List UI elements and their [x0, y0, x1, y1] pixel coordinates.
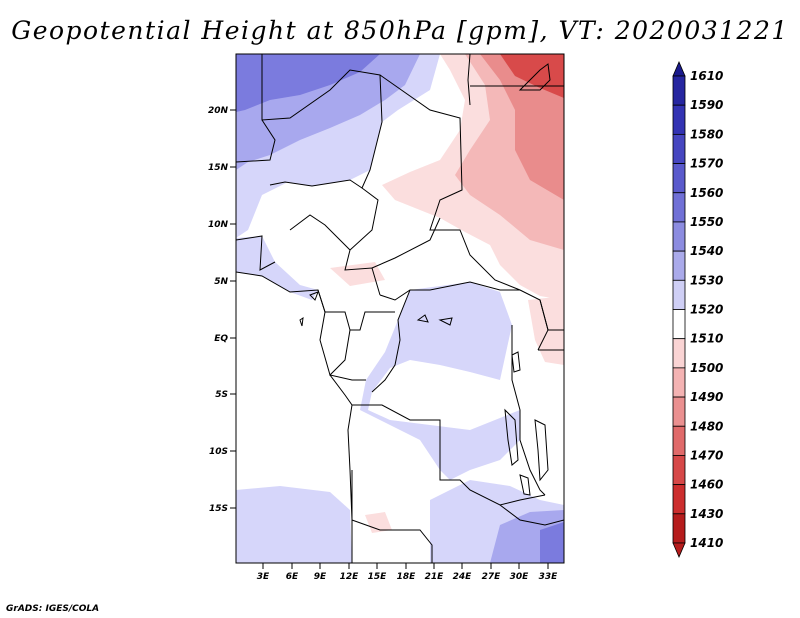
- blue-region-southwest: [236, 486, 352, 563]
- colorbar-label: 1410: [690, 536, 723, 550]
- colorbar-swatch: [672, 250, 686, 281]
- colorbar-label: 1460: [690, 478, 723, 492]
- colorbar-swatch: [672, 367, 686, 398]
- colorbar: 1610 1590 1580 1570 1560 1550 1540 1530 1520 1510…: [672, 60, 723, 559]
- lon-label: 12E: [340, 572, 360, 582]
- lat-label: 5N: [214, 277, 228, 287]
- lon-axis: [262, 563, 549, 569]
- lat-label: 10N: [208, 220, 229, 230]
- colorbar-swatch: [672, 338, 686, 369]
- lon-label: 33E: [539, 572, 559, 582]
- colorbar-label: 1560: [690, 186, 723, 200]
- blue-region-west-coast: [236, 236, 318, 300]
- blue-region-congo: [360, 282, 520, 480]
- colorbar-label: 1500: [690, 361, 723, 375]
- colorbar-swatch: [672, 104, 686, 135]
- colorbar-label: 1430: [690, 507, 723, 521]
- map-title: Geopotential Height at 850hPa [gpm], VT:…: [11, 16, 789, 45]
- blue-region-southeast-strong: [540, 522, 564, 563]
- lat-label: EQ: [214, 334, 228, 344]
- colorbar-label: 1570: [690, 157, 723, 171]
- lat-label: 5S: [215, 390, 228, 400]
- lon-label: 24E: [453, 572, 473, 582]
- colorbar-swatch: [672, 425, 686, 456]
- lon-label: 9E: [314, 572, 327, 582]
- red-region-east-africa: [528, 296, 564, 365]
- map-area: [236, 54, 564, 563]
- colorbar-label: 1550: [690, 215, 723, 229]
- lon-label: 6E: [286, 572, 299, 582]
- colorbar-label: 1490: [690, 390, 723, 404]
- colorbar-label: 1590: [690, 98, 723, 112]
- colorbar-label: 1580: [690, 127, 723, 141]
- lat-axis: [230, 109, 236, 509]
- lat-labels: 20N 15N 10N 5N EQ 5S 10S 15S: [208, 106, 229, 514]
- colorbar-label: 1480: [690, 419, 723, 433]
- colorbar-swatch: [672, 513, 686, 544]
- colorbar-label: 1470: [690, 448, 723, 462]
- lon-label: 27E: [482, 572, 502, 582]
- map-frame: [235, 53, 565, 564]
- lon-label: 21E: [425, 572, 445, 582]
- colorbar-label: 1530: [690, 273, 723, 287]
- colorbar-label: 1520: [690, 303, 723, 317]
- country-borders: [236, 54, 564, 563]
- colorbar-swatch: [672, 221, 686, 252]
- lat-label: 15N: [208, 163, 229, 173]
- colorbar-swatch: [672, 309, 686, 340]
- colorbar-swatch: [672, 75, 686, 106]
- colorbar-swatch: [672, 192, 686, 223]
- colorbar-bottom-arrow: [672, 542, 686, 559]
- blue-region-northwest-strong: [236, 54, 380, 112]
- lon-label: 3E: [257, 572, 270, 582]
- colorbar-swatch: [672, 133, 686, 164]
- lat-label: 20N: [208, 106, 229, 116]
- red-region-northeast-strong: [480, 54, 564, 200]
- colorbar-swatch: [672, 455, 686, 486]
- lat-label: 10S: [209, 447, 228, 457]
- grads-credit: GrADS: IGES/COLA: [6, 604, 100, 614]
- colorbar-swatch: [672, 396, 686, 427]
- colorbar-top-arrow: [672, 60, 686, 77]
- colorbar-label: 1540: [690, 244, 723, 258]
- red-region-south-patch: [365, 512, 392, 533]
- colorbar-swatch: [672, 484, 686, 515]
- lon-label: 15E: [368, 572, 388, 582]
- lon-labels: 3E 6E 9E 12E 15E 18E 21E 24E 27E 30E 33E: [257, 572, 558, 582]
- lon-label: 30E: [510, 572, 530, 582]
- lat-label: 15S: [209, 504, 228, 514]
- colorbar-label: 1610: [690, 69, 723, 83]
- colorbar-swatch: [672, 279, 686, 310]
- colorbar-swatch: [672, 163, 686, 194]
- colorbar-label: 1510: [690, 332, 723, 346]
- lon-label: 18E: [397, 572, 417, 582]
